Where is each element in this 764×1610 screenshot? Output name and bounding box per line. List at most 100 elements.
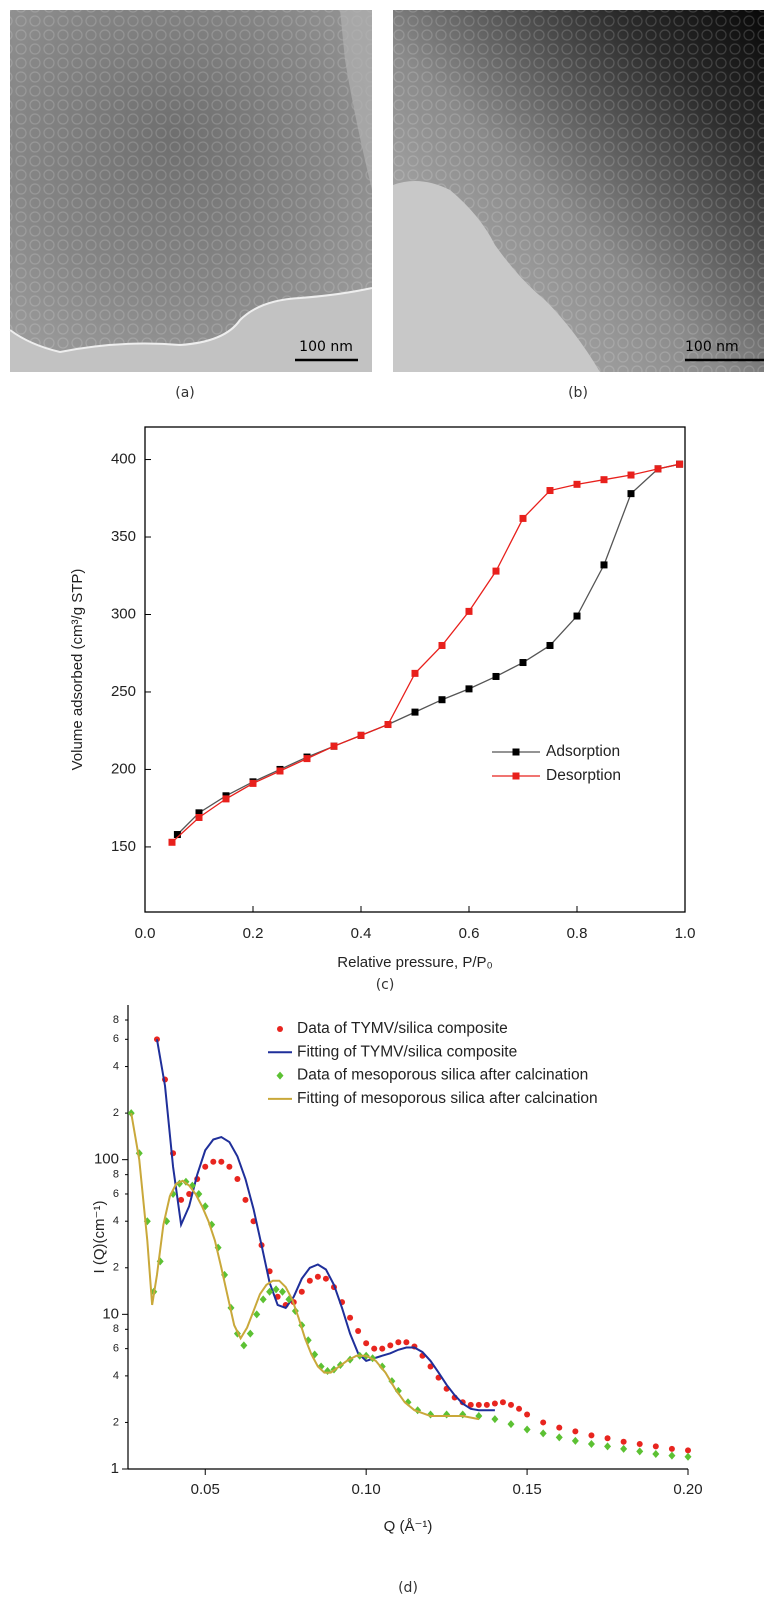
data-point (266, 1287, 274, 1296)
legend-label: Fitting of TYMV/silica composite (297, 1043, 517, 1060)
tem-image-b: 100 nm (393, 10, 764, 372)
data-point (378, 1362, 386, 1371)
data-point (347, 1314, 354, 1321)
y-tick-label: 250 (111, 683, 136, 700)
x-tick-label: 1.0 (675, 925, 696, 942)
data-point (600, 476, 608, 484)
x-tick-label: 0.15 (512, 1481, 541, 1498)
x-axis-label: Relative pressure, P/P₀ (337, 954, 492, 971)
x-tick-label: 0.05 (191, 1481, 220, 1498)
data-point (387, 1342, 394, 1349)
panel-caption: (c) (376, 977, 395, 993)
y-tick-label: 6 (113, 1033, 119, 1045)
data-point (523, 1425, 531, 1434)
y-tick-label: 300 (111, 605, 136, 622)
legend-marker (276, 1071, 284, 1080)
data-point (685, 1447, 691, 1454)
data-point (467, 1401, 474, 1408)
y-tick-label: 2 (113, 1107, 119, 1119)
data-point (272, 1285, 280, 1294)
y-tick-label: 4 (113, 1370, 119, 1382)
data-point (438, 641, 446, 649)
panel-caption: (a) (175, 385, 195, 401)
data-point (507, 1420, 515, 1429)
data-point (465, 607, 473, 615)
y-tick-label: 100 (94, 1151, 119, 1168)
y-tick-label: 8 (113, 1014, 119, 1026)
data-point (636, 1441, 643, 1448)
data-point (403, 1339, 410, 1346)
data-point (357, 731, 365, 739)
data-point (491, 1400, 498, 1407)
data-point (249, 779, 257, 787)
legend-label: Desorption (546, 767, 621, 784)
data-point (210, 1158, 217, 1165)
series-line (130, 1112, 479, 1421)
data-point (587, 1440, 595, 1449)
data-point (572, 1428, 579, 1435)
data-point (491, 1415, 499, 1424)
series-line (155, 1039, 495, 1412)
data-point (411, 708, 419, 716)
series (130, 1112, 479, 1421)
data-point (168, 838, 176, 846)
series-line (171, 463, 680, 843)
series (155, 1039, 495, 1412)
scale-bar-label: 100 nm (299, 339, 353, 355)
data-point (246, 1329, 254, 1338)
data-point (298, 1288, 305, 1295)
data-point (556, 1424, 563, 1431)
legend-label: Data of mesoporous silica after calcinat… (297, 1067, 588, 1084)
data-point (668, 1451, 676, 1460)
data-point (555, 1433, 563, 1442)
data-point (571, 1436, 579, 1445)
data-point (540, 1419, 547, 1426)
data-point (202, 1163, 209, 1170)
y-tick-label: 2 (113, 1262, 119, 1274)
legend-label: Data of TYMV/silica composite (297, 1020, 508, 1037)
x-tick-label: 0.4 (351, 925, 372, 942)
legend-marker (277, 1026, 283, 1032)
legend-label: Adsorption (546, 743, 620, 760)
panel-caption: (b) (568, 385, 588, 401)
data-point (492, 567, 500, 575)
data-point (330, 742, 338, 750)
x-tick-label: 0.0 (135, 925, 156, 942)
data-point (324, 1367, 332, 1376)
data-point (627, 490, 635, 498)
data-point (127, 1109, 135, 1118)
data-point (173, 831, 181, 839)
x-tick-label: 0.6 (459, 925, 480, 942)
data-point (226, 1163, 233, 1170)
data-point (519, 659, 527, 667)
y-axis-label: Volume adsorbed (cm³/g STP) (69, 569, 86, 771)
data-point (384, 721, 392, 729)
data-point (652, 1450, 660, 1459)
data-point (546, 487, 554, 495)
data-point (507, 1401, 514, 1408)
data-point (676, 460, 684, 468)
x-tick-label: 0.8 (567, 925, 588, 942)
data-point (539, 1429, 547, 1438)
y-tick-label: 6 (113, 1343, 119, 1355)
data-point (322, 1275, 329, 1282)
data-point (604, 1442, 612, 1451)
data-point (371, 1345, 378, 1352)
data-point (546, 641, 554, 649)
data-point (492, 672, 500, 680)
data-point (394, 1386, 402, 1395)
data-point (303, 755, 311, 763)
data-point (259, 1295, 267, 1304)
data-point (178, 1196, 185, 1203)
data-point (627, 471, 635, 479)
data-point (654, 465, 662, 473)
y-tick-label: 8 (113, 1323, 119, 1335)
data-point (519, 514, 527, 522)
x-axis-label: Q (Å⁻¹) (384, 1518, 433, 1535)
y-tick-label: 200 (111, 760, 136, 777)
data-point (363, 1340, 370, 1347)
data-point (222, 795, 230, 803)
y-tick-label: 2 (113, 1416, 119, 1428)
y-tick-label: 8 (113, 1169, 119, 1181)
data-point (684, 1452, 692, 1461)
